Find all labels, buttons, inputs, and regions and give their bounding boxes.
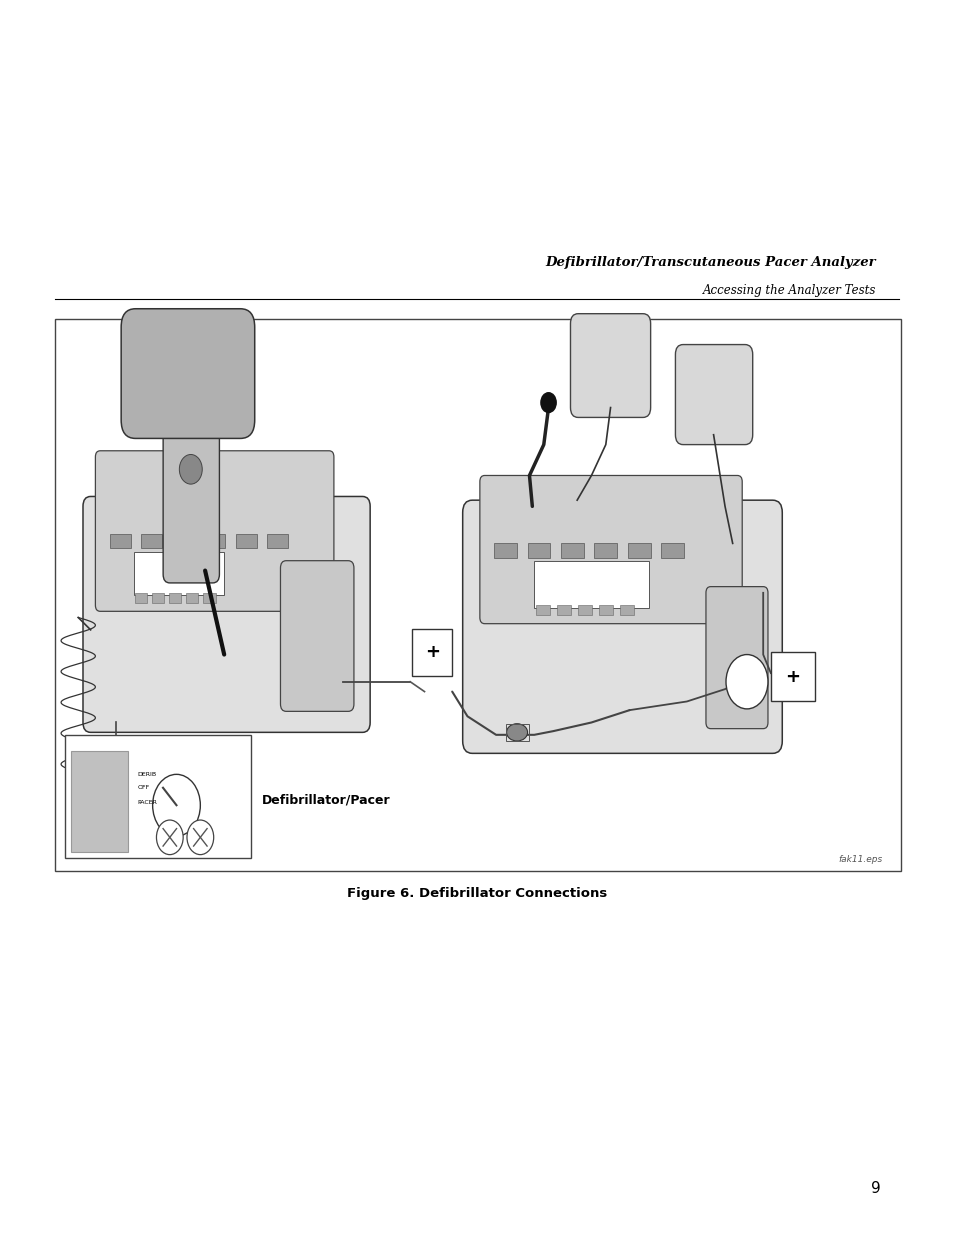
FancyBboxPatch shape bbox=[121, 309, 254, 438]
FancyBboxPatch shape bbox=[570, 314, 650, 417]
FancyBboxPatch shape bbox=[705, 587, 767, 729]
Bar bbox=[578, 605, 592, 615]
Bar bbox=[55, 319, 900, 871]
Bar bbox=[134, 593, 147, 603]
FancyBboxPatch shape bbox=[163, 387, 219, 583]
Bar bbox=[770, 652, 814, 701]
Bar bbox=[560, 543, 583, 558]
Bar bbox=[267, 534, 288, 548]
Bar bbox=[660, 543, 683, 558]
FancyBboxPatch shape bbox=[462, 500, 781, 753]
Circle shape bbox=[725, 655, 767, 709]
Circle shape bbox=[156, 820, 183, 855]
Text: DERIB: DERIB bbox=[137, 772, 156, 777]
Text: OFF: OFF bbox=[137, 785, 150, 790]
Bar bbox=[557, 605, 571, 615]
Bar bbox=[235, 534, 256, 548]
Bar bbox=[172, 534, 193, 548]
FancyBboxPatch shape bbox=[479, 475, 741, 624]
Bar bbox=[598, 605, 613, 615]
Bar bbox=[594, 543, 617, 558]
Text: PACER: PACER bbox=[137, 800, 157, 805]
Text: Defibrillator/Transcutaneous Pacer Analyzer: Defibrillator/Transcutaneous Pacer Analy… bbox=[544, 256, 875, 269]
Bar bbox=[141, 534, 162, 548]
Text: +: + bbox=[424, 643, 439, 661]
Bar bbox=[536, 605, 550, 615]
Bar bbox=[203, 593, 215, 603]
Bar bbox=[204, 534, 225, 548]
Ellipse shape bbox=[506, 724, 527, 741]
Text: Defibrillator/Pacer: Defibrillator/Pacer bbox=[262, 794, 391, 806]
Bar bbox=[186, 593, 198, 603]
Bar bbox=[627, 543, 650, 558]
Bar bbox=[65, 735, 251, 858]
Bar bbox=[619, 605, 634, 615]
Text: Accessing the Analyzer Tests: Accessing the Analyzer Tests bbox=[701, 284, 875, 298]
Bar bbox=[169, 593, 181, 603]
Text: 9: 9 bbox=[870, 1181, 880, 1195]
FancyBboxPatch shape bbox=[675, 345, 752, 445]
Circle shape bbox=[152, 774, 200, 836]
Bar bbox=[527, 543, 550, 558]
Circle shape bbox=[187, 820, 213, 855]
Bar bbox=[71, 751, 128, 852]
Text: Figure 6. Defibrillator Connections: Figure 6. Defibrillator Connections bbox=[347, 887, 606, 900]
Text: fak11.eps: fak11.eps bbox=[838, 856, 882, 864]
Bar bbox=[494, 543, 517, 558]
Bar bbox=[412, 629, 452, 676]
Bar bbox=[505, 724, 528, 741]
Bar bbox=[152, 593, 164, 603]
Text: +: + bbox=[784, 668, 800, 685]
FancyBboxPatch shape bbox=[83, 496, 370, 732]
FancyBboxPatch shape bbox=[280, 561, 354, 711]
Bar bbox=[133, 552, 224, 595]
Bar bbox=[110, 534, 131, 548]
Circle shape bbox=[540, 393, 556, 412]
Bar bbox=[534, 561, 648, 608]
FancyBboxPatch shape bbox=[95, 451, 334, 611]
Circle shape bbox=[179, 454, 202, 484]
